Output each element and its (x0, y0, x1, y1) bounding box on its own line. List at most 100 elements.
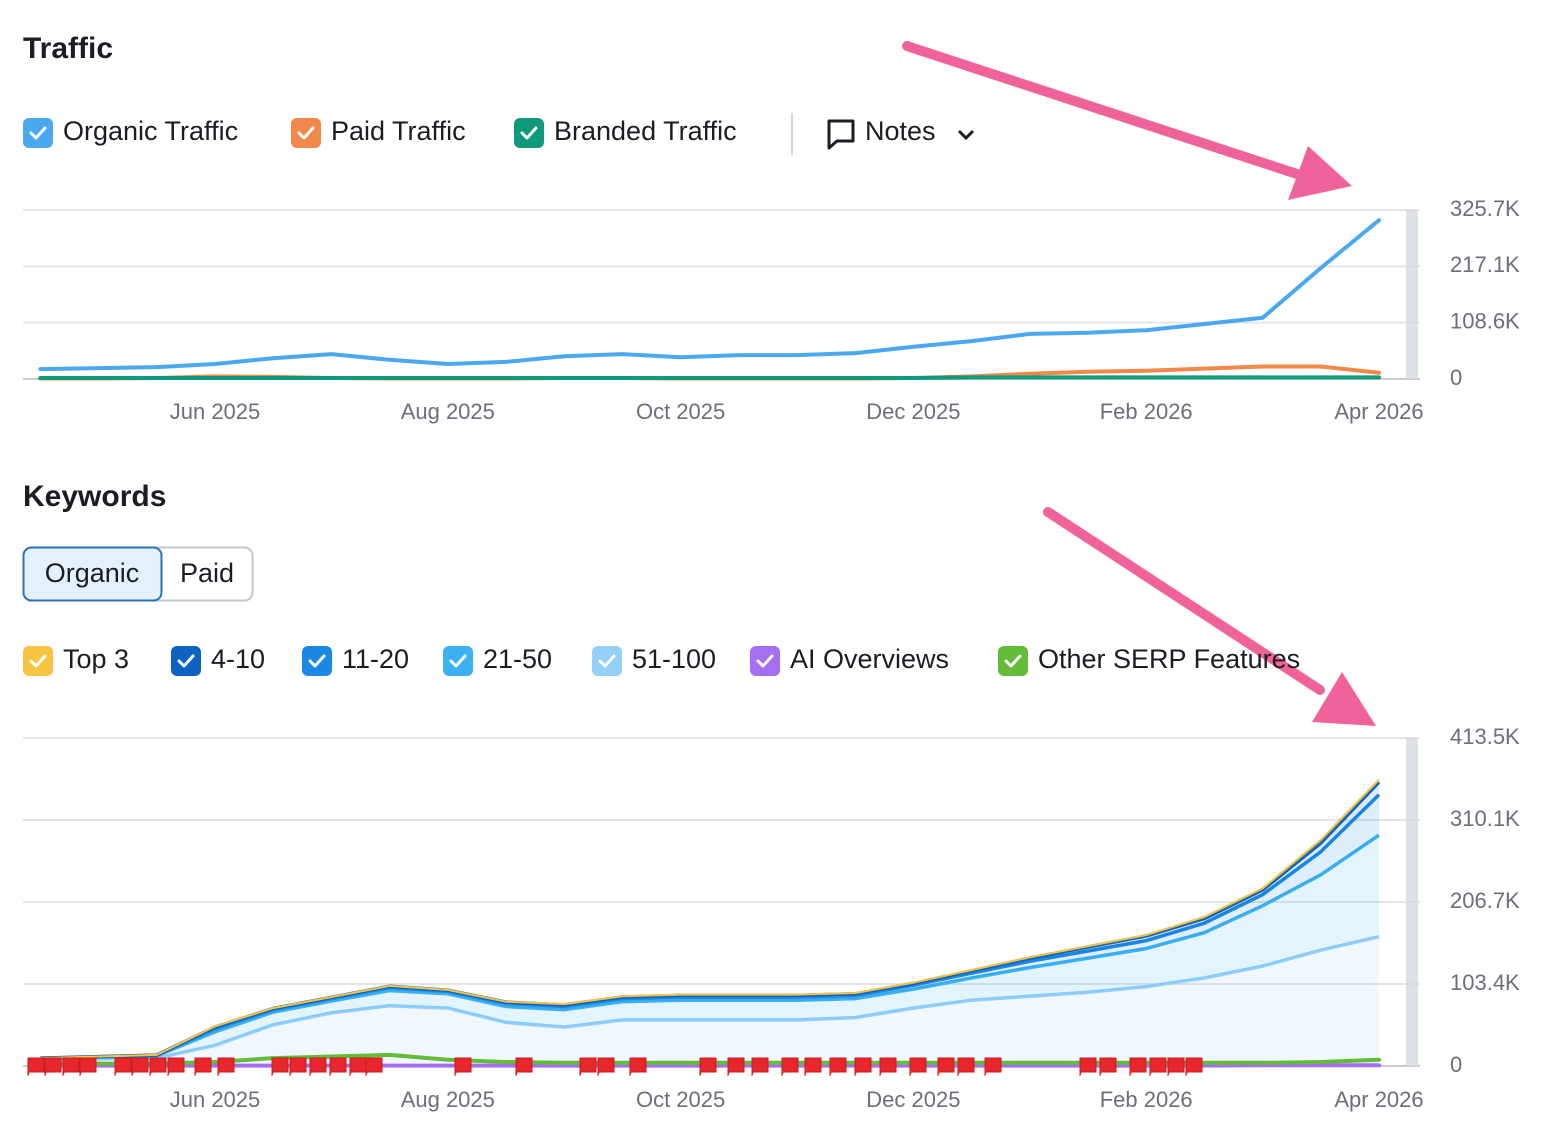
note-flag (597, 1057, 615, 1076)
series-line (38, 218, 1381, 372)
legend-label[interactable]: Organic Traffic (63, 116, 238, 146)
note-flag (1167, 1057, 1185, 1076)
checkmark (297, 126, 315, 140)
legend-label[interactable]: Other SERP Features (1038, 644, 1300, 674)
area-fill (40, 794, 1379, 1059)
hover-band (1406, 738, 1418, 1066)
checkbox[interactable] (750, 646, 780, 676)
chevron (957, 129, 975, 141)
note-flag (781, 1057, 799, 1076)
checkbox[interactable] (514, 118, 544, 148)
y-tick-label: 108.6K (1450, 308, 1520, 333)
x-tick-label: Oct 2025 (636, 399, 725, 424)
series-line (40, 833, 1380, 1061)
x-tick-label: Apr 2026 (1334, 1087, 1423, 1112)
checkmark (520, 126, 538, 140)
y-tick-label: 310.1K (1450, 806, 1520, 831)
y-tick-label: 0 (1450, 365, 1462, 390)
note-flag (349, 1057, 367, 1076)
legend-label[interactable]: AI Overviews (790, 644, 949, 674)
x-tick-label: Aug 2025 (401, 399, 495, 424)
note-flag (1149, 1057, 1167, 1076)
x-tick-label: Aug 2025 (401, 1087, 495, 1112)
series-line (38, 375, 1381, 380)
note-flag (984, 1057, 1002, 1076)
note-flag (79, 1057, 97, 1076)
y-tick-label: 103.4K (1450, 970, 1520, 995)
x-tick-label: Feb 2026 (1100, 1087, 1193, 1112)
notes-icon (827, 119, 855, 150)
checkbox[interactable] (302, 646, 332, 676)
tab-label[interactable]: Organic (45, 558, 140, 588)
tab-label[interactable]: Paid (180, 558, 234, 588)
note-flag (699, 1057, 717, 1076)
y-tick-label: 325.7K (1450, 196, 1520, 221)
series-line (40, 934, 1380, 1062)
checkbox[interactable] (291, 118, 321, 148)
note-flag (365, 1057, 383, 1076)
legend-label[interactable]: 51-100 (632, 644, 716, 674)
note-flag (751, 1057, 769, 1076)
x-tick-label: Jun 2025 (170, 399, 261, 424)
note-flag (854, 1057, 872, 1076)
checkmark (449, 654, 467, 668)
note-flag (114, 1057, 132, 1076)
note-flag (454, 1057, 472, 1076)
checkmark (598, 654, 616, 668)
note-flag (289, 1057, 307, 1076)
checkmark (29, 126, 47, 140)
area-fill (40, 936, 1379, 1066)
legend-label[interactable]: 11-20 (342, 644, 409, 674)
checkbox[interactable] (592, 646, 622, 676)
y-tick-label: 217.1K (1450, 252, 1520, 277)
tabs: Organic Paid (22, 546, 254, 602)
checkbox[interactable] (171, 646, 201, 676)
checkbox[interactable] (23, 646, 53, 676)
legend-label[interactable]: 4-10 (211, 644, 265, 674)
note-flag (131, 1057, 149, 1076)
note-flag (1185, 1057, 1203, 1076)
note-flag (727, 1057, 745, 1076)
x-tick-label: Apr 2026 (1334, 399, 1423, 424)
x-tick-label: Jun 2025 (170, 1087, 261, 1112)
checkmark (1004, 654, 1022, 668)
x-tick-label: Dec 2025 (866, 399, 960, 424)
note-flag (1129, 1057, 1147, 1076)
checkbox[interactable] (998, 646, 1028, 676)
checkmark (756, 654, 774, 668)
note-flag (1099, 1057, 1117, 1076)
y-tick-label: 206.7K (1450, 888, 1520, 913)
note-flag (271, 1057, 289, 1076)
checkbox[interactable] (443, 646, 473, 676)
x-tick-label: Dec 2025 (866, 1087, 960, 1112)
note-flag (937, 1057, 955, 1076)
note-flag (329, 1057, 347, 1076)
notes-button[interactable]: Notes (827, 116, 975, 150)
section-title: Traffic (23, 32, 113, 65)
note-flag (629, 1057, 647, 1076)
arrow (902, 41, 1305, 180)
note-flag (149, 1057, 167, 1076)
checkmark (177, 654, 195, 668)
legend-label[interactable]: Top 3 (63, 644, 129, 674)
y-tick-label: 413.5K (1450, 724, 1520, 749)
note-flag (515, 1057, 533, 1076)
arrow (1043, 507, 1325, 695)
legend-label[interactable]: Paid Traffic (331, 116, 466, 146)
legend-label[interactable]: 21-50 (483, 644, 552, 674)
notes-label[interactable]: Notes (865, 116, 936, 146)
note-flag (44, 1057, 62, 1076)
tab-active[interactable] (22, 546, 163, 602)
note-flag (804, 1057, 822, 1076)
x-tick-label: Oct 2025 (636, 1087, 725, 1112)
checkbox[interactable] (23, 118, 53, 148)
note-flag (62, 1057, 80, 1076)
hover-band (1406, 210, 1418, 379)
checkmark (29, 654, 47, 668)
note-flag (27, 1057, 45, 1076)
note-flag (909, 1057, 927, 1076)
note-flag (879, 1057, 897, 1076)
legend-label[interactable]: Branded Traffic (554, 116, 737, 146)
pointer-arrows (902, 41, 1376, 726)
